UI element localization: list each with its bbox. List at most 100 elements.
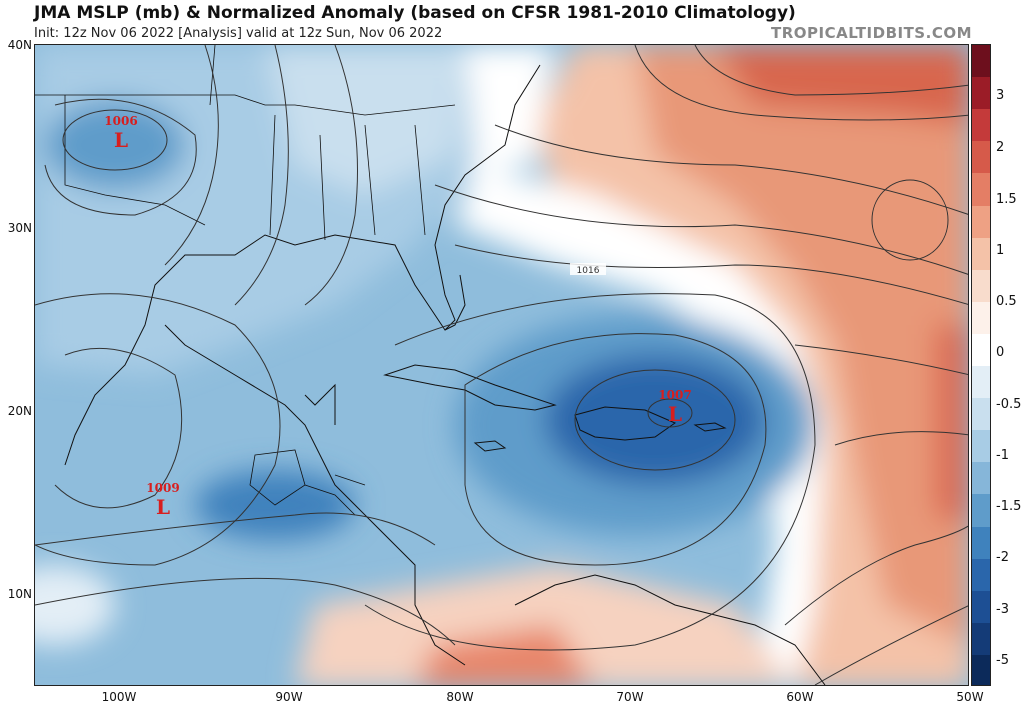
isobar-texas-low-1 <box>62 109 168 171</box>
cuba-coast <box>383 364 557 411</box>
isobar-mexico-1 <box>54 347 183 509</box>
colorbar-label: 0.5 <box>996 294 1017 309</box>
anomaly-max-region <box>715 45 968 125</box>
colorbar-segment <box>972 430 990 463</box>
low-symbol: L <box>114 128 128 152</box>
low-marker-pacific[interactable]: 1009 L <box>146 481 179 519</box>
colorbar-segment <box>972 205 990 239</box>
isobar-texas-low-2 <box>44 98 197 216</box>
isobar-caribbean-low-1 <box>647 398 693 428</box>
anomaly-south-warm <box>295 565 794 685</box>
colorbar-label: 1.5 <box>996 192 1017 207</box>
colorbar-label: -5 <box>996 653 1009 668</box>
isobars <box>35 45 968 685</box>
isobar-mexico-2 <box>35 293 281 566</box>
anomaly-map: 1016 1006 L 1007 L 1009 L <box>35 45 968 685</box>
lat-label-30n: 30N <box>7 221 32 235</box>
anomaly-northeast-us <box>265 45 465 195</box>
colorbar-segment <box>972 462 990 495</box>
colorbar-segment <box>972 366 990 399</box>
isobar-caribbean-low-3 <box>464 333 767 566</box>
chart-subtitle: Init: 12z Nov 06 2022 [Analysis] valid a… <box>34 26 443 41</box>
isobar-us-1 <box>234 45 289 306</box>
colorbar-segment <box>972 141 990 174</box>
hispaniola-coast <box>574 406 677 441</box>
lat-label-10n: 10N <box>7 587 32 601</box>
isobar-caribbean-low-4 <box>364 293 816 651</box>
coastlines <box>35 45 826 685</box>
low-pressure-value: 1009 <box>146 481 179 495</box>
anomaly-texas-low <box>45 100 185 190</box>
brand-watermark[interactable]: TROPICALTIDBITS.COM <box>771 24 972 42</box>
colorbar-segment <box>972 590 990 624</box>
colorbar-label: 0 <box>996 345 1005 360</box>
state-borders-interior <box>209 45 426 241</box>
colorbar-label: 1 <box>996 243 1005 258</box>
colorbar-segment <box>972 333 990 367</box>
colorbar-segment <box>972 237 990 271</box>
isobar-east-upper <box>794 344 968 376</box>
isobar-us-2 <box>164 45 219 266</box>
low-symbol: L <box>668 402 682 426</box>
colorbar-segment <box>972 109 990 142</box>
colorbar-segment <box>972 558 990 592</box>
south-america-coast <box>514 574 826 685</box>
map-panel[interactable]: 1016 1006 L 1007 L 1009 L <box>34 44 969 686</box>
isobar-pacific-1 <box>35 512 436 546</box>
lon-label-80w: 80W <box>446 690 474 704</box>
central-america-borders <box>249 449 366 516</box>
colorbar-label: -0.5 <box>996 397 1022 412</box>
isobar-east-mid <box>834 431 968 446</box>
state-borders-texas <box>64 95 206 226</box>
central-america-coast <box>164 324 466 666</box>
isobar-pacific-2 <box>35 577 456 646</box>
isobar-label-1016: 1016 <box>577 266 600 276</box>
isobar-1020 <box>634 45 968 121</box>
colorbar <box>971 44 991 686</box>
anomaly-caribbean-core <box>545 355 765 485</box>
puerto-rico-coast <box>693 422 727 432</box>
state-borders-north <box>35 94 456 116</box>
low-pressure-value: 1007 <box>658 388 691 402</box>
colorbar-label: -2 <box>996 550 1009 565</box>
lat-label-40n: 40N <box>7 38 32 52</box>
low-symbol: L <box>156 495 170 519</box>
colorbar-label: -1.5 <box>996 499 1022 514</box>
low-marker-caribbean[interactable]: 1007 L <box>658 388 691 426</box>
colorbar-label: -1 <box>996 448 1009 463</box>
lon-label-70w: 70W <box>616 690 644 704</box>
chart-title: JMA MSLP (mb) & Normalized Anomaly (base… <box>34 3 796 23</box>
anomaly-neutral-north <box>455 45 555 175</box>
colorbar-segment <box>972 526 990 560</box>
us-gulf-coast <box>64 64 541 466</box>
isobar-high-east <box>871 179 949 261</box>
colorbar-label: -3 <box>996 602 1009 617</box>
isobar-label-bg <box>570 263 606 275</box>
colorbar-segment <box>972 301 990 335</box>
yucatan-coast <box>304 383 336 425</box>
colorbar-segment <box>972 45 990 78</box>
isobar-us-3 <box>304 45 358 306</box>
colorbar-segment <box>972 398 990 431</box>
lon-label-50w: 50W <box>956 690 984 704</box>
jamaica-coast <box>473 440 507 452</box>
isobar-1022 <box>694 45 968 96</box>
lon-label-90w: 90W <box>275 690 303 704</box>
colorbar-segment <box>972 654 990 685</box>
colorbar-segment <box>972 494 990 527</box>
low-marker-texas[interactable]: 1006 L <box>104 114 137 152</box>
isobar-caribbean-low-2 <box>574 369 736 471</box>
colorbar-segment <box>972 77 990 110</box>
colorbar-segment <box>972 269 990 303</box>
isobar-southeast-1 <box>784 525 968 626</box>
colorbar-segment <box>972 173 990 206</box>
low-pressure-value: 1006 <box>104 114 137 128</box>
anomaly-east-max <box>935 325 968 525</box>
lon-label-60w: 60W <box>786 690 814 704</box>
colorbar-label: 3 <box>996 88 1005 103</box>
lat-label-20n: 20N <box>7 404 32 418</box>
isobar-1017 <box>434 184 968 275</box>
anomaly-positive-strong-region <box>635 45 968 645</box>
isobar-1016 <box>454 244 968 305</box>
lon-label-100w: 100W <box>101 690 137 704</box>
